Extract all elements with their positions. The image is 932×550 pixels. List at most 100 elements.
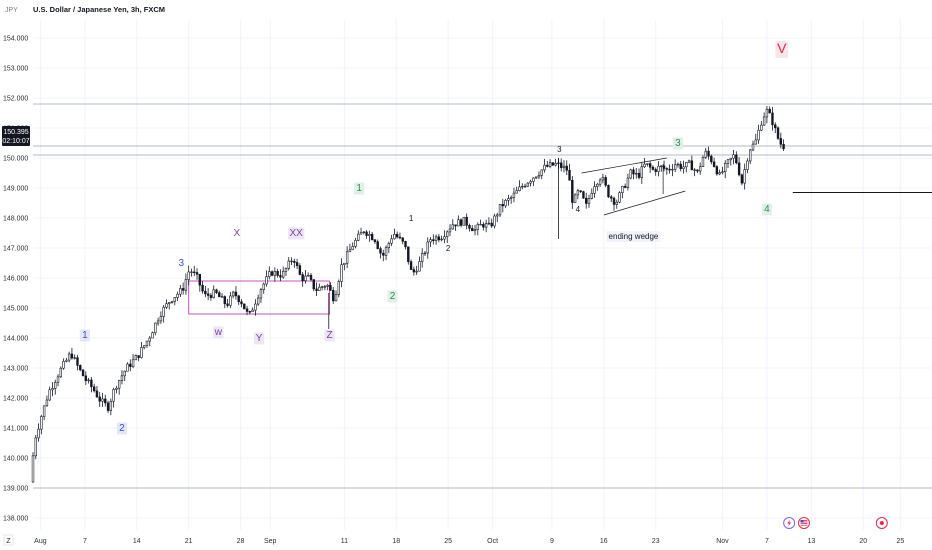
- candle: [721, 166, 724, 175]
- candle-body: [368, 233, 371, 236]
- candle: [134, 354, 138, 361]
- candle: [131, 354, 135, 369]
- candle: [718, 169, 721, 176]
- candle-body: [209, 295, 213, 298]
- candle-body: [131, 359, 135, 367]
- candle-body: [187, 271, 190, 280]
- candle: [268, 266, 271, 280]
- candle: [548, 159, 552, 169]
- candle: [774, 122, 777, 134]
- candle: [451, 219, 454, 230]
- candle-body: [543, 164, 546, 171]
- candle: [776, 126, 780, 140]
- candle: [573, 193, 577, 203]
- x-tick-label: 16: [600, 538, 608, 545]
- candle-body: [334, 294, 338, 302]
- candle: [768, 106, 771, 114]
- x-tick-label: 18: [392, 538, 400, 545]
- candle: [379, 246, 382, 259]
- us-flag-icon[interactable]: [797, 517, 810, 529]
- candle-body: [501, 204, 505, 207]
- candle-body: [432, 239, 435, 242]
- candle: [334, 290, 338, 302]
- candle-body: [379, 248, 382, 254]
- lightning-icon[interactable]: [783, 517, 796, 529]
- candle: [512, 187, 516, 203]
- candle-body: [151, 332, 154, 339]
- candles: [31, 105, 785, 483]
- candle-body: [312, 279, 315, 290]
- candle-body: [184, 279, 188, 291]
- chart-header: JPY U.S. Dollar / Japanese Yen, 3h, FXCM: [5, 5, 165, 14]
- candle-body: [509, 196, 513, 199]
- candle-body: [476, 224, 479, 230]
- candle: [395, 231, 399, 239]
- candle-body: [401, 237, 404, 242]
- candle: [159, 311, 163, 324]
- candle: [112, 387, 115, 408]
- candle: [304, 269, 307, 284]
- y-tick-label: 153.000: [3, 66, 28, 73]
- candle-body: [409, 261, 413, 270]
- candle: [123, 370, 126, 382]
- candle: [412, 266, 416, 276]
- candle-body: [735, 154, 738, 164]
- candle-body: [65, 359, 68, 362]
- wave-label-text: 2: [119, 423, 125, 434]
- candle: [148, 336, 151, 347]
- candle: [593, 181, 596, 198]
- candle: [704, 147, 707, 159]
- candle: [771, 106, 774, 131]
- x-tick-label: 21: [185, 538, 193, 545]
- candle: [746, 158, 749, 174]
- candle-body: [81, 369, 85, 377]
- wave-label-bg: [672, 137, 684, 150]
- candle: [101, 392, 104, 407]
- candle-body: [610, 196, 613, 199]
- candle: [329, 282, 332, 291]
- candle-body: [518, 186, 521, 191]
- candle: [218, 290, 221, 298]
- wave-label-bg: [761, 203, 773, 216]
- candle-body: [109, 400, 113, 411]
- candle: [685, 161, 688, 173]
- candle-body: [590, 192, 593, 199]
- event-markers[interactable]: [783, 517, 888, 529]
- candle: [348, 243, 352, 253]
- candle: [648, 161, 652, 173]
- x-tick-label: 13: [807, 538, 815, 545]
- candle: [359, 227, 363, 235]
- candle: [332, 287, 335, 304]
- candle-body: [757, 129, 760, 141]
- candle: [559, 158, 563, 172]
- candle: [596, 182, 599, 191]
- candle-body: [712, 161, 716, 167]
- candle-body: [106, 402, 110, 411]
- candle-body: [262, 283, 265, 290]
- candle-body: [273, 271, 277, 276]
- candle: [779, 132, 783, 149]
- current-price-badge: 150.395 02:10:07: [2, 126, 30, 146]
- candle: [193, 265, 196, 277]
- candle: [679, 160, 682, 172]
- candle-body: [587, 198, 591, 204]
- candle: [696, 169, 699, 174]
- candle-body: [384, 247, 388, 256]
- candle: [418, 256, 421, 272]
- candle-body: [173, 297, 176, 302]
- x-tick-label: 25: [444, 538, 452, 545]
- candle-body: [551, 162, 555, 166]
- candle-body: [504, 199, 507, 207]
- candle: [98, 391, 101, 407]
- wave-label: 4: [576, 205, 581, 214]
- target-icon[interactable]: [875, 517, 888, 529]
- candle: [368, 230, 371, 242]
- candle: [749, 148, 752, 165]
- candle-body: [660, 165, 663, 168]
- candle: [290, 257, 293, 265]
- candle-body: [548, 162, 552, 167]
- candle: [540, 169, 543, 180]
- y-axis[interactable]: 138.000 139.000 140.000 141.000 142.000 143.0…: [3, 36, 28, 523]
- x-axis[interactable]: Aug 7 14 21 28 Sep 11 18 25 Oct 9 16 23 Nov 7 13 20 25: [34, 538, 904, 545]
